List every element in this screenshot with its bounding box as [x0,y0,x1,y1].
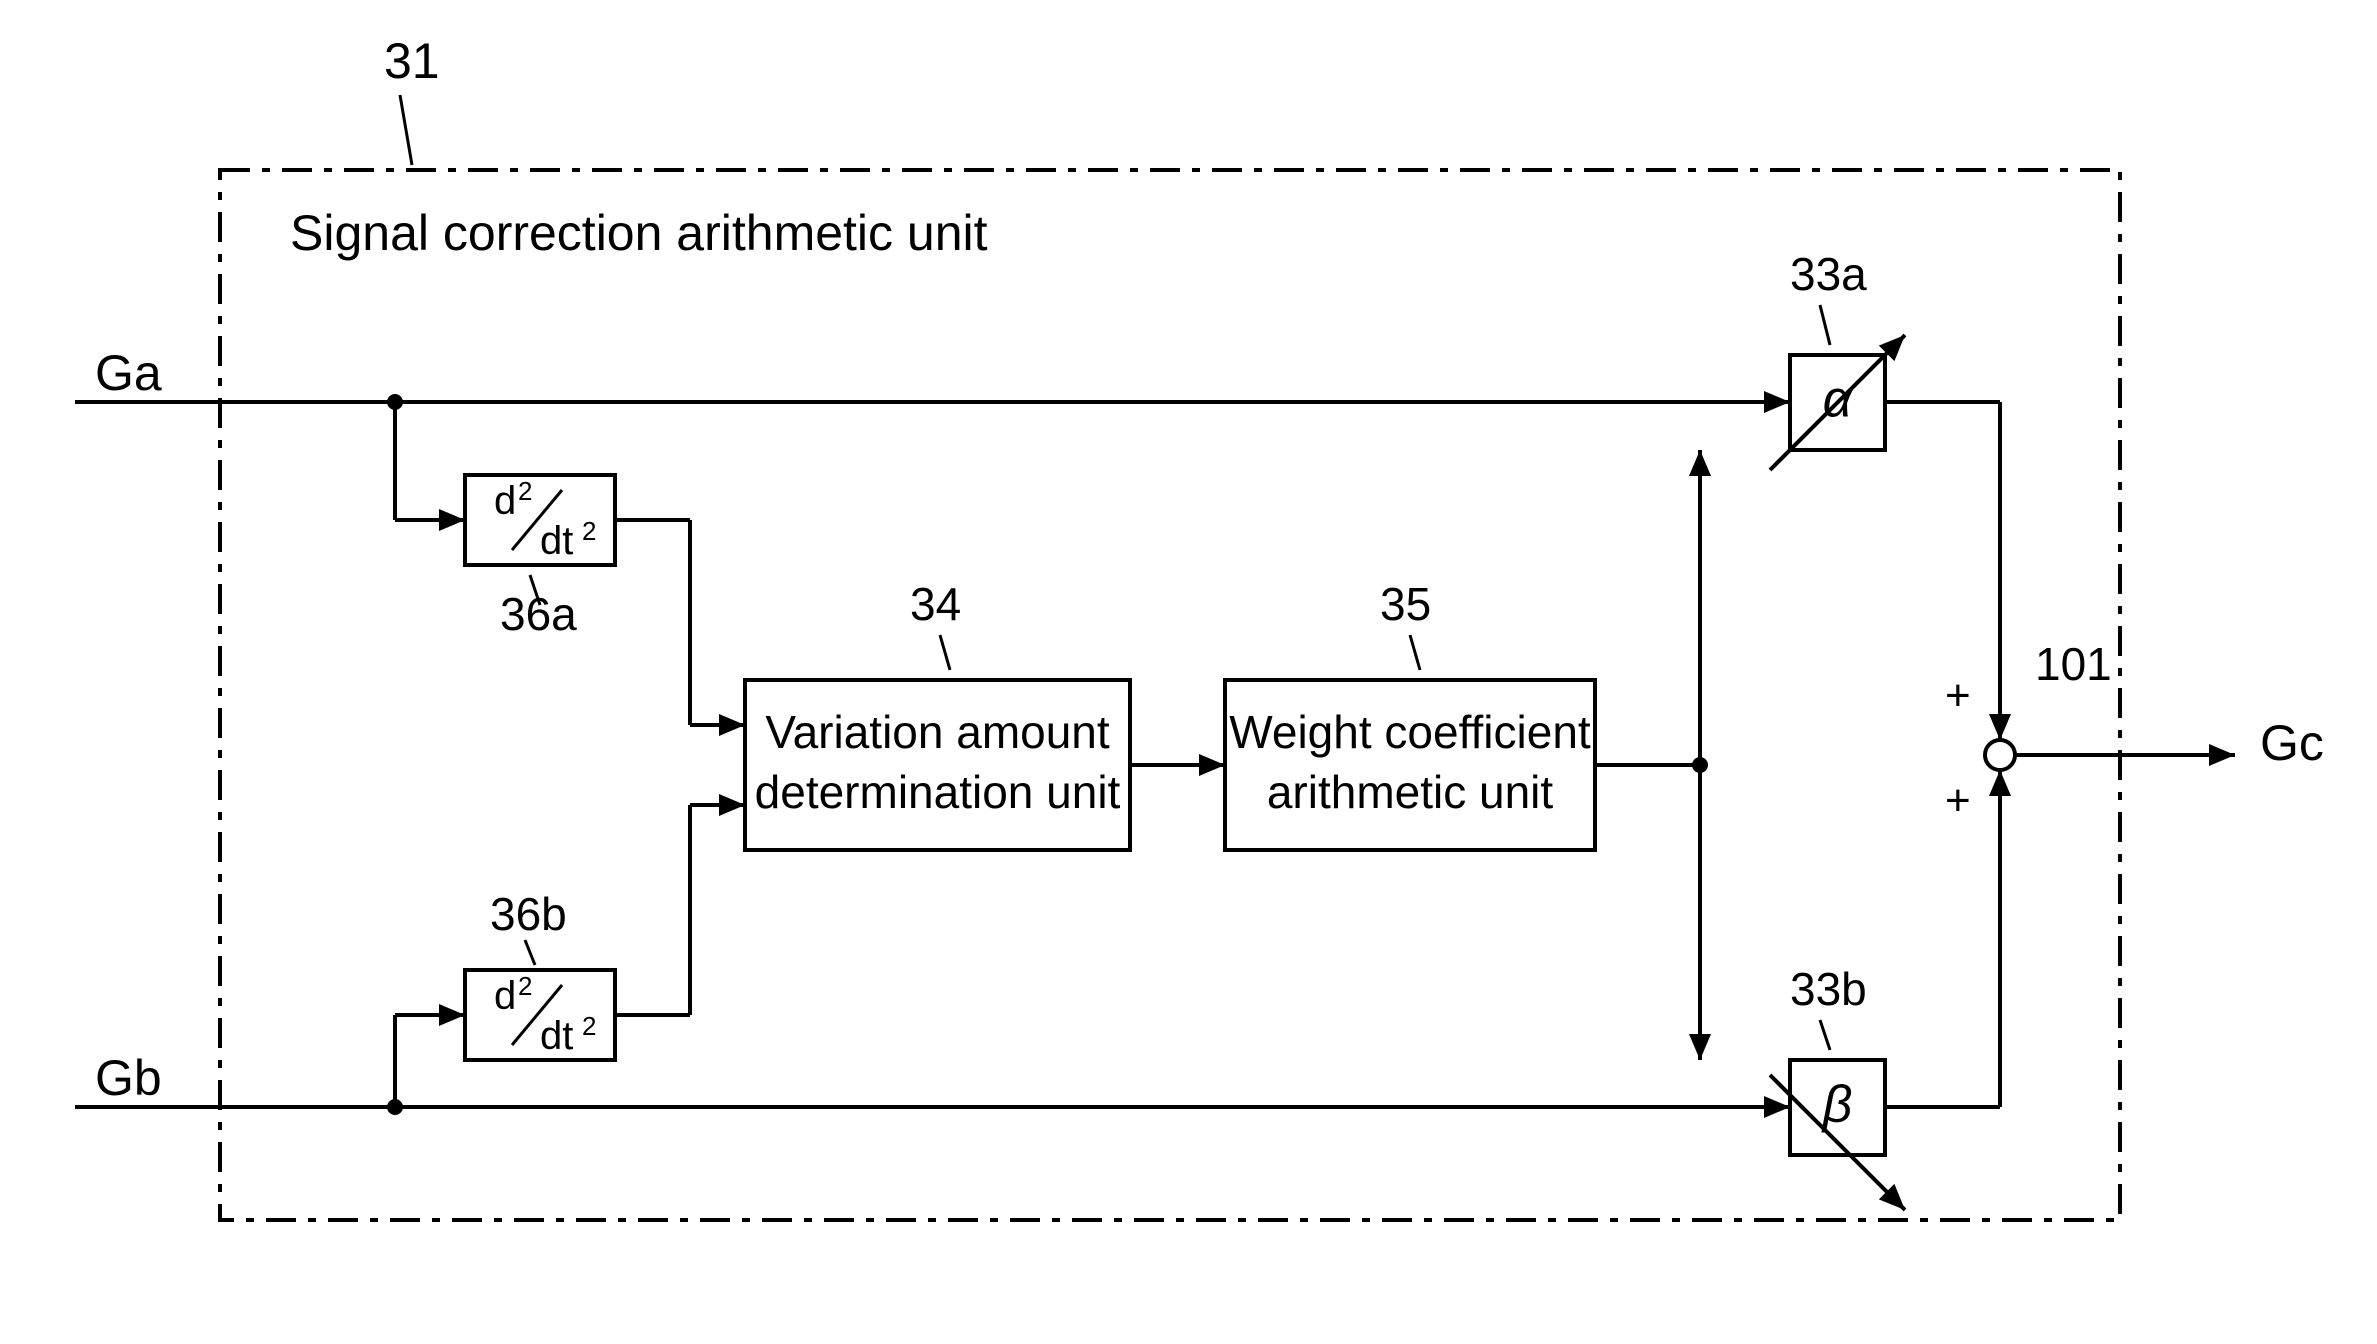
outer-box [220,170,2120,1220]
d2a-den: dt [540,519,573,563]
d2a-sup1: 2 [518,476,532,506]
ref-35: 35 [1380,578,1431,630]
plus-bottom: + [1945,776,1971,825]
label-ga: Ga [95,345,162,401]
alpha-ref: 33a [1790,248,1867,300]
ref-34: 34 [910,578,961,630]
block-diagram: 31 Signal correction arithmetic unit Ga Gb d… [0,0,2377,1344]
d2b-den: dt [540,1014,573,1058]
d2b-sup2: 2 [582,1011,596,1041]
label-gc: Gc [2260,715,2324,771]
varunit-line2: determination unit [755,766,1121,818]
weightunit-line1: Weight coefficient [1229,706,1591,758]
d2b-ref: 36b [490,888,567,940]
beta-ref: 33b [1790,963,1867,1015]
d2b-num: d [494,974,516,1018]
plus-top: + [1945,671,1971,720]
weightunit-line2: arithmetic unit [1267,766,1554,818]
d2a-sup2: 2 [582,516,596,546]
unit-title: Signal correction arithmetic unit [290,205,988,261]
ref-31: 31 [384,33,440,89]
label-gb: Gb [95,1050,162,1106]
varunit-line1: Variation amount [765,706,1110,758]
summing-node [1985,740,2015,770]
d2a-ref: 36a [500,588,577,640]
d2a-num: d [494,479,516,523]
ref-101: 101 [2035,638,2112,690]
d2b-sup1: 2 [518,971,532,1001]
beta-sym: β [1821,1076,1853,1134]
